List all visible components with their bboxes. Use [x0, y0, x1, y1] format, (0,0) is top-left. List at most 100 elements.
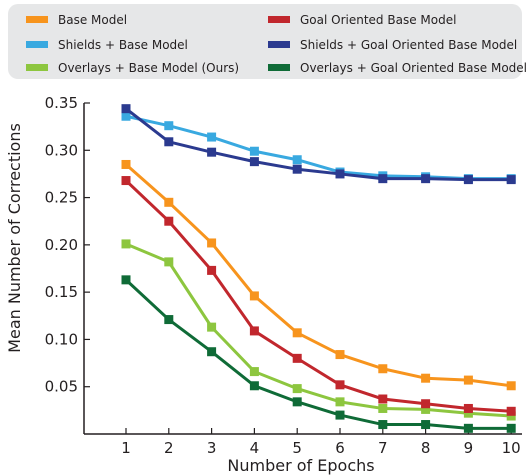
legend-label: Overlays + Goal Oriented Base Model (Our…	[300, 61, 529, 75]
data-point-marker	[506, 423, 516, 433]
legend-swatch	[268, 41, 290, 48]
data-point-marker	[164, 197, 174, 207]
series-line	[124, 278, 512, 430]
y-tick-label: 0.25	[45, 189, 78, 207]
legend-label: Base Model	[58, 13, 127, 27]
legend-item: Overlays + Base Model (Ours)	[26, 61, 239, 75]
legend-background	[8, 4, 522, 79]
x-tick-label: 9	[464, 439, 474, 457]
data-point-marker	[335, 350, 345, 360]
data-point-marker	[249, 146, 259, 156]
data-point-marker	[421, 174, 431, 184]
y-axis-title: Mean Number of Corrections	[5, 123, 24, 353]
data-point-marker	[463, 375, 473, 385]
legend-item: Goal Oriented Base Model	[268, 13, 456, 27]
series-line	[125, 163, 512, 388]
data-point-marker	[421, 373, 431, 383]
data-point-marker	[249, 367, 259, 377]
data-point-marker	[207, 147, 217, 157]
x-tick-label: 8	[421, 439, 431, 457]
legend-label: Overlays + Base Model (Ours)	[58, 61, 239, 75]
data-point-marker	[207, 322, 217, 332]
data-point-marker	[164, 121, 174, 131]
data-point-marker	[292, 164, 302, 174]
data-point-marker	[506, 406, 516, 416]
data-point-marker	[463, 175, 473, 185]
series-line	[124, 179, 512, 413]
data-point-marker	[292, 384, 302, 394]
x-tick-label: 7	[378, 439, 388, 457]
legend-label: Shields + Base Model	[58, 38, 188, 52]
data-point-marker	[421, 420, 431, 430]
series-1	[121, 159, 516, 391]
data-point-marker	[249, 326, 259, 336]
data-point-marker	[378, 403, 388, 413]
series-4	[121, 176, 516, 416]
legend-swatch	[268, 16, 290, 23]
legend-swatch	[26, 64, 48, 71]
y-tick-label: 0.15	[45, 283, 78, 301]
series-line	[125, 242, 512, 418]
data-point-marker	[506, 411, 516, 421]
data-point-marker	[164, 216, 174, 226]
data-point-marker	[335, 380, 345, 390]
x-tick-label: 1	[121, 439, 131, 457]
data-point-marker	[164, 257, 174, 267]
data-point-marker	[421, 404, 431, 414]
series-6	[121, 275, 516, 433]
legend-swatch	[268, 64, 290, 71]
ticks: 0.05 0.10 0.15 0.20 0.25 0.30 0.35 1 2 3 4 5 6 7 8 9 10	[45, 94, 521, 457]
x-tick-label: 3	[207, 439, 217, 457]
data-point-marker	[463, 408, 473, 418]
legend: Base Model Shields + Base Model Overlays +…	[26, 13, 529, 75]
data-point-marker	[506, 175, 516, 185]
data-point-marker	[164, 315, 174, 325]
series-5	[121, 104, 516, 185]
data-point-marker	[378, 394, 388, 404]
y-tick-label: 0.30	[45, 141, 78, 159]
legend-item: Shields + Goal Oriented Base Model	[268, 38, 517, 52]
data-point-marker	[378, 174, 388, 184]
data-point-marker	[121, 104, 131, 114]
data-point-marker	[121, 239, 131, 249]
series-line	[125, 114, 512, 181]
x-tick-label: 10	[502, 439, 521, 457]
data-point-marker	[164, 137, 174, 147]
x-axis-title: Number of Epochs	[227, 456, 374, 475]
data-point-marker	[207, 238, 217, 248]
x-tick-label: 6	[335, 439, 345, 457]
data-point-marker	[335, 169, 345, 179]
data-point-marker	[121, 275, 131, 285]
data-point-marker	[121, 176, 131, 186]
data-point-marker	[463, 423, 473, 433]
series-3	[121, 239, 516, 421]
data-point-marker	[378, 420, 388, 430]
data-point-marker	[378, 364, 388, 374]
legend-item: Shields + Base Model	[26, 38, 188, 52]
y-tick-label: 0.35	[45, 94, 78, 112]
data-point-marker	[207, 132, 217, 142]
x-tick-label: 4	[250, 439, 260, 457]
legend-item: Overlays + Goal Oriented Base Model (Our…	[268, 61, 529, 75]
data-point-marker	[292, 328, 302, 338]
data-point-marker	[121, 159, 131, 169]
x-tick-label: 2	[164, 439, 174, 457]
data-point-marker	[421, 399, 431, 409]
y-tick-label: 0.20	[45, 236, 78, 254]
legend-item: Base Model	[26, 13, 127, 27]
data-point-marker	[207, 265, 217, 275]
legend-swatch	[26, 16, 48, 23]
series-line	[125, 107, 512, 182]
legend-label: Shields + Goal Oriented Base Model	[300, 38, 517, 52]
data-point-marker	[249, 157, 259, 167]
data-point-marker	[335, 410, 345, 420]
y-tick-label: 0.10	[45, 330, 78, 348]
data-point-marker	[249, 381, 259, 391]
data-point-marker	[121, 111, 131, 121]
x-tick-label: 5	[292, 439, 302, 457]
data-point-marker	[335, 397, 345, 407]
data-point-marker	[292, 397, 302, 407]
y-tick-label: 0.05	[45, 378, 78, 396]
data-point-marker	[463, 403, 473, 413]
